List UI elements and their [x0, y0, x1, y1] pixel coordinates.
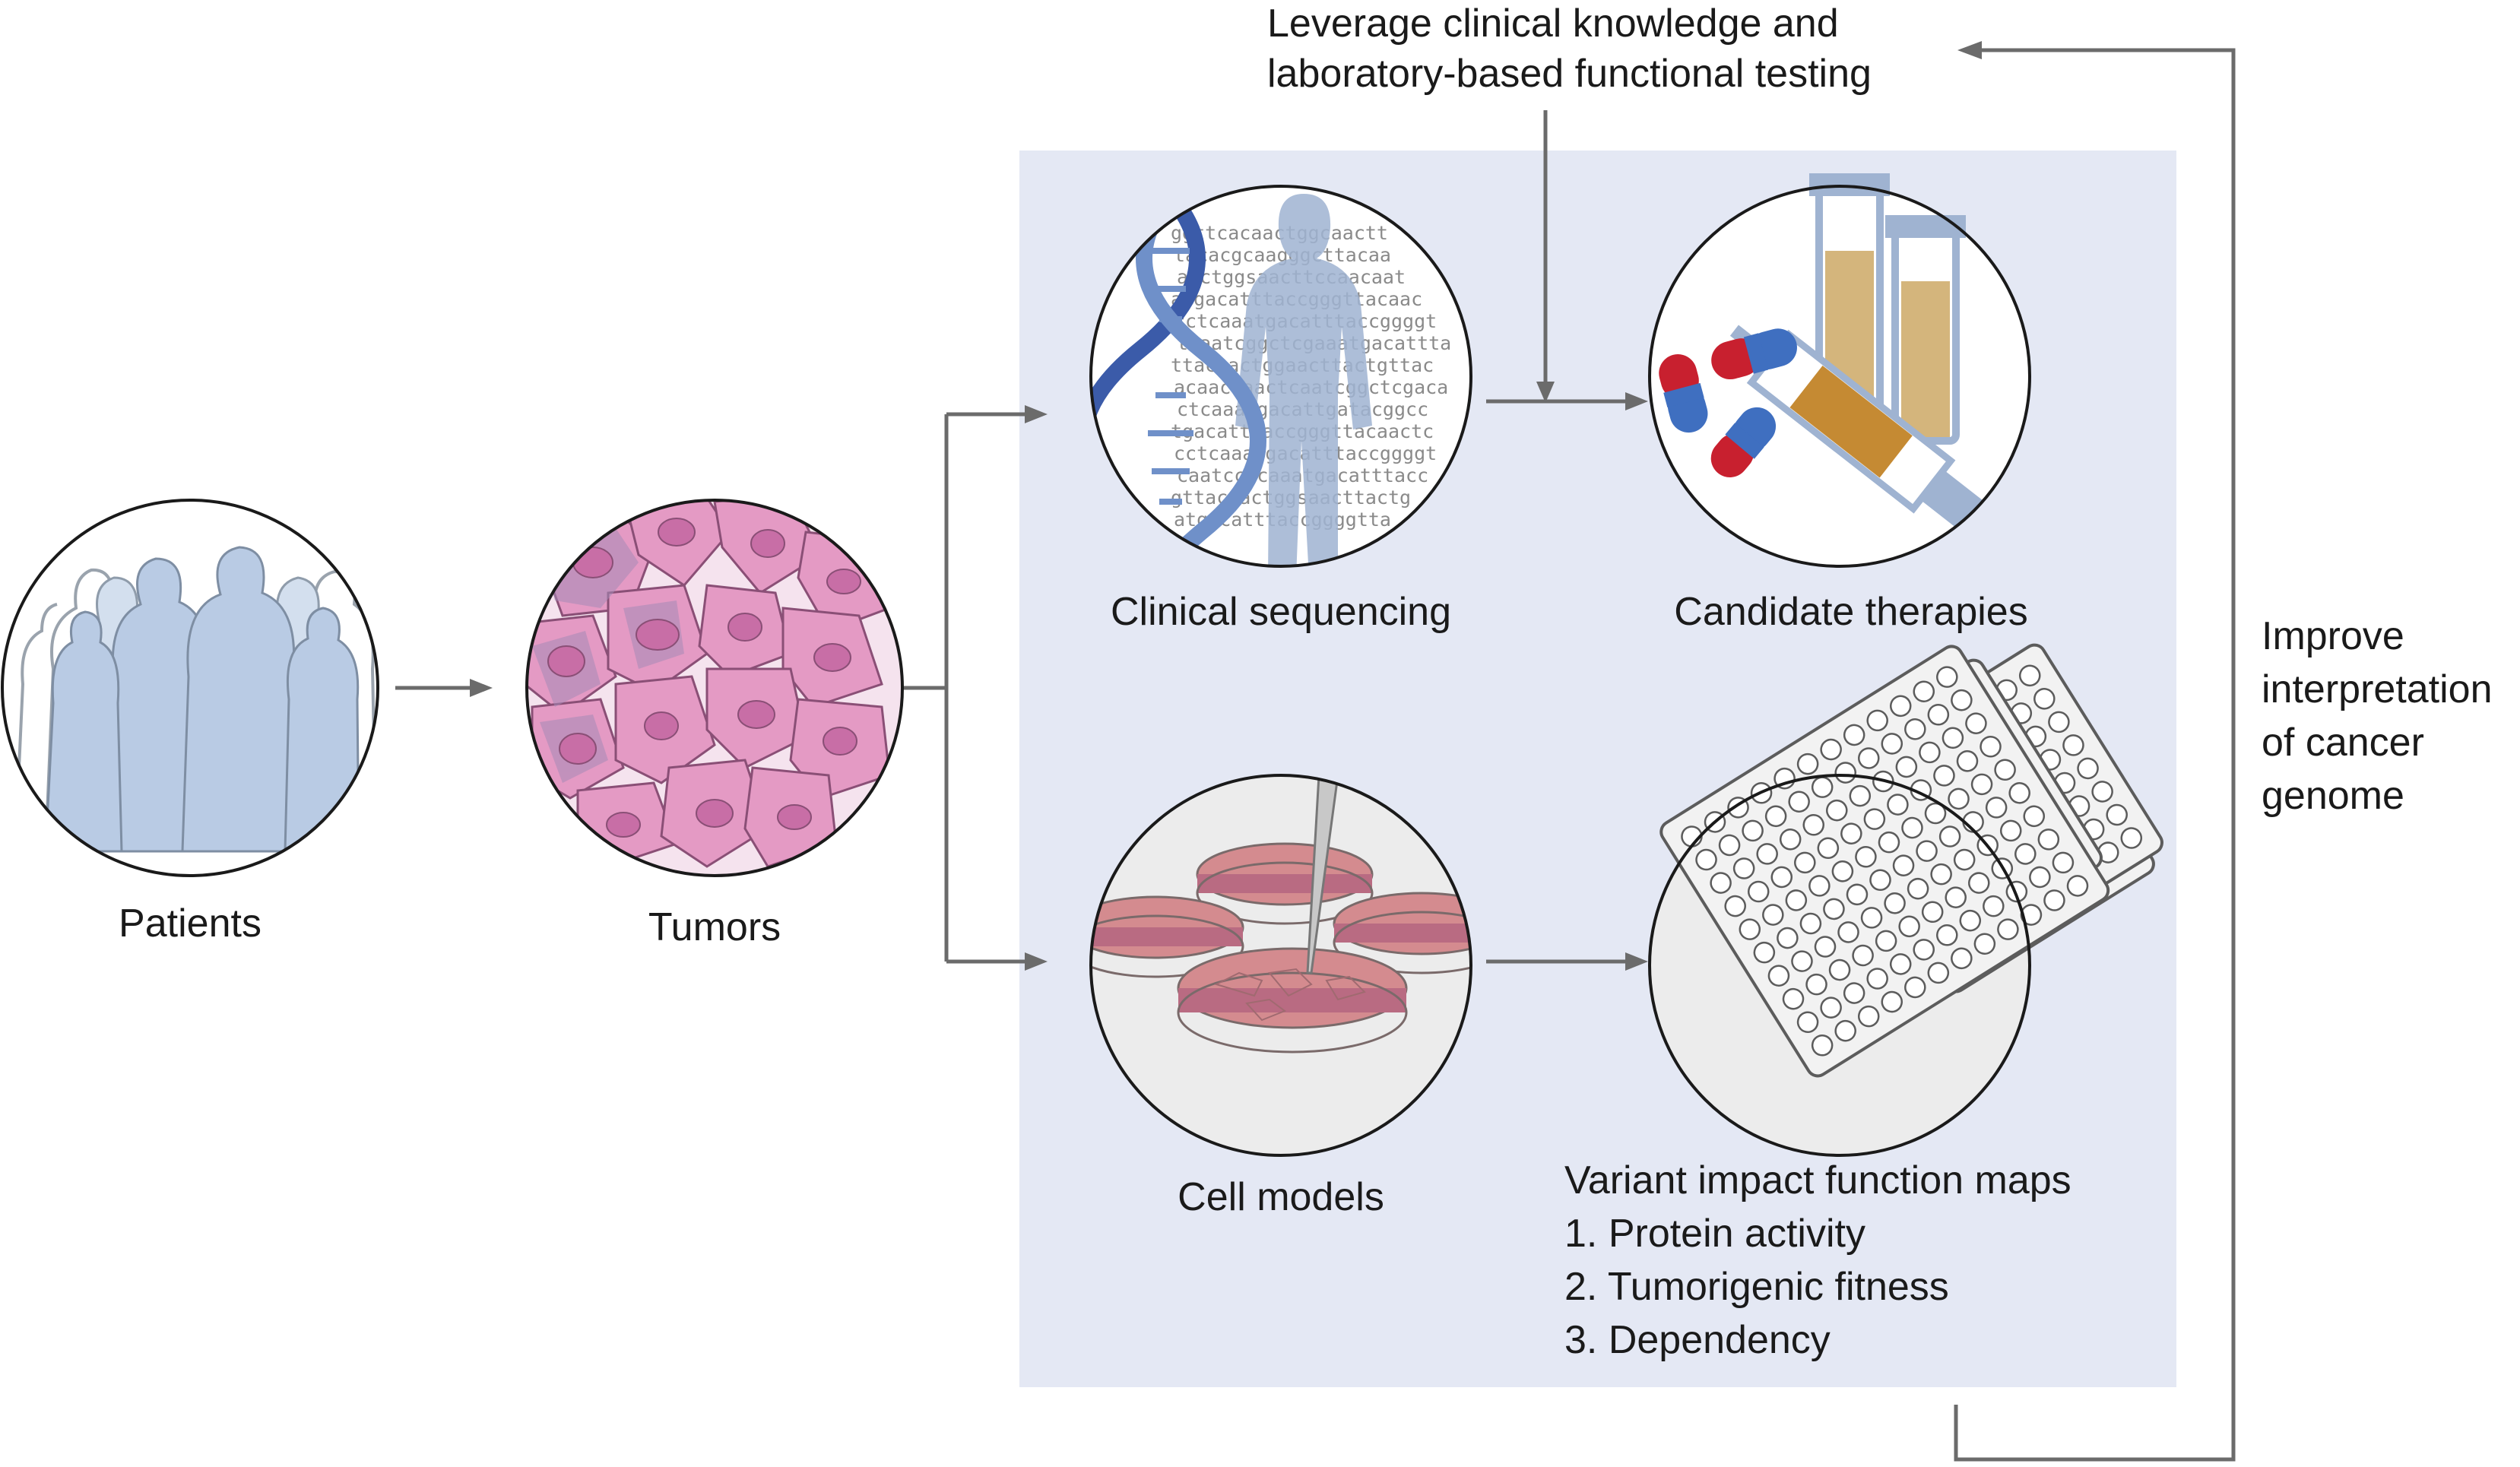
variant-maps-title: Variant impact function maps — [1564, 1158, 2071, 1202]
improve-text-line: interpretation — [2262, 667, 2493, 711]
variant-maps-item: 3. Dependency — [1564, 1318, 1831, 1362]
petri-dish-back — [1196, 842, 1374, 925]
therapies-illustration — [1648, 173, 2031, 568]
cell-models-illustration — [1089, 774, 1472, 1157]
petri-dish-left — [1091, 895, 1244, 978]
improve-text-line: Improve — [2262, 614, 2404, 658]
petri-dish-right — [1333, 892, 1471, 974]
feedback-text-line2: laboratory-based functional testing — [1267, 52, 1872, 96]
dna-sequence-line: caatcctcaaatgacatttacc — [1177, 464, 1428, 486]
variant-maps-item: 1. Protein activity — [1564, 1212, 1865, 1256]
feedback-text-line1: Leverage clinical knowledge and — [1267, 2, 1839, 46]
label-candidate-therapies: Candidate therapies — [1674, 590, 2028, 634]
improve-text-line: of cancer — [2262, 721, 2424, 765]
sequencing-illustration: ggttcacaactggcaactttacacgcaagggcttacaaaa… — [1089, 185, 1472, 568]
label-cell-models: Cell models — [1178, 1175, 1384, 1219]
connector-arrows — [395, 48, 2236, 1462]
label-clinical-sequencing: Clinical sequencing — [1110, 590, 1452, 634]
tumor-cells-illustration — [525, 499, 904, 877]
patients-illustration — [1, 499, 379, 877]
arrowheads — [470, 41, 1982, 971]
assay-plates-illustration — [1648, 643, 2163, 1157]
label-patients: Patients — [119, 901, 262, 946]
variant-maps-item: 2. Tumorigenic fitness — [1564, 1265, 1949, 1309]
human-silhouette — [1235, 194, 1372, 566]
label-tumors: Tumors — [648, 905, 781, 949]
improve-text-line: genome — [2262, 774, 2404, 818]
petri-dish-front — [1177, 947, 1408, 1054]
